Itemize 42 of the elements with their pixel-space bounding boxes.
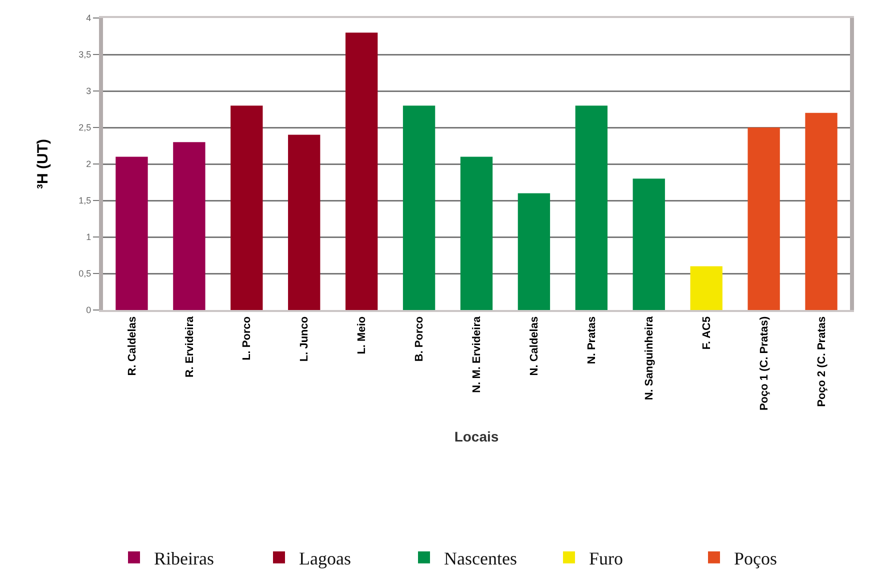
- y-tick-label: 3: [86, 86, 92, 96]
- legend-label: Lagoas: [299, 548, 351, 568]
- x-tick-label: N. Pratas: [586, 316, 598, 364]
- y-tick-label: 2: [86, 159, 92, 170]
- y-tick-label: 4: [86, 13, 92, 24]
- x-tick-label: L. Junco: [298, 316, 311, 362]
- bar: [690, 266, 722, 310]
- bar: [230, 106, 263, 310]
- x-tick-label: N. Caldelas: [528, 316, 541, 376]
- bar: [288, 134, 320, 310]
- legend-label: Nascentes: [444, 548, 517, 568]
- x-tick-label: L. Porco: [241, 316, 254, 360]
- legend-label: Furo: [589, 548, 624, 568]
- legend-label: Poços: [734, 548, 778, 568]
- bar: [116, 156, 148, 310]
- y-tick-label: 0: [86, 305, 92, 316]
- y-tick-label: 0,5: [78, 268, 92, 279]
- legend-label: Ribeiras: [154, 548, 214, 568]
- bar: [518, 193, 550, 310]
- bar: [805, 112, 838, 310]
- bar: [632, 178, 665, 310]
- y-axis-title: ³H (UT): [34, 139, 52, 189]
- y-tick-label: 1,5: [78, 196, 92, 206]
- x-tick-label: Poço 2 (C. Pratas: [816, 316, 828, 407]
- bar: [173, 142, 206, 310]
- x-tick-label: L. Meio: [356, 316, 368, 354]
- x-tick-label: R. Caldelas: [126, 316, 138, 376]
- y-tick-label: 3,5: [78, 50, 92, 60]
- bar: [575, 106, 608, 310]
- bar: [460, 156, 493, 310]
- y-tick-label: 2,5: [78, 122, 92, 133]
- x-tick-label: N. Sanguinheira: [643, 316, 656, 400]
- x-tick-label: N. M. Ervideira: [471, 316, 484, 393]
- bar: [345, 32, 378, 310]
- x-tick-label: B. Porco: [414, 316, 426, 362]
- x-axis-title: Locais: [454, 428, 499, 444]
- x-tick-label: R. Ervideira: [184, 316, 196, 378]
- bar: [402, 106, 436, 310]
- x-tick-label: Poço 1 (C. Pratas): [758, 316, 770, 411]
- x-tick-label: F. AC5: [700, 316, 713, 350]
- bar: [748, 128, 780, 310]
- y-tick-label: 1: [86, 232, 92, 242]
